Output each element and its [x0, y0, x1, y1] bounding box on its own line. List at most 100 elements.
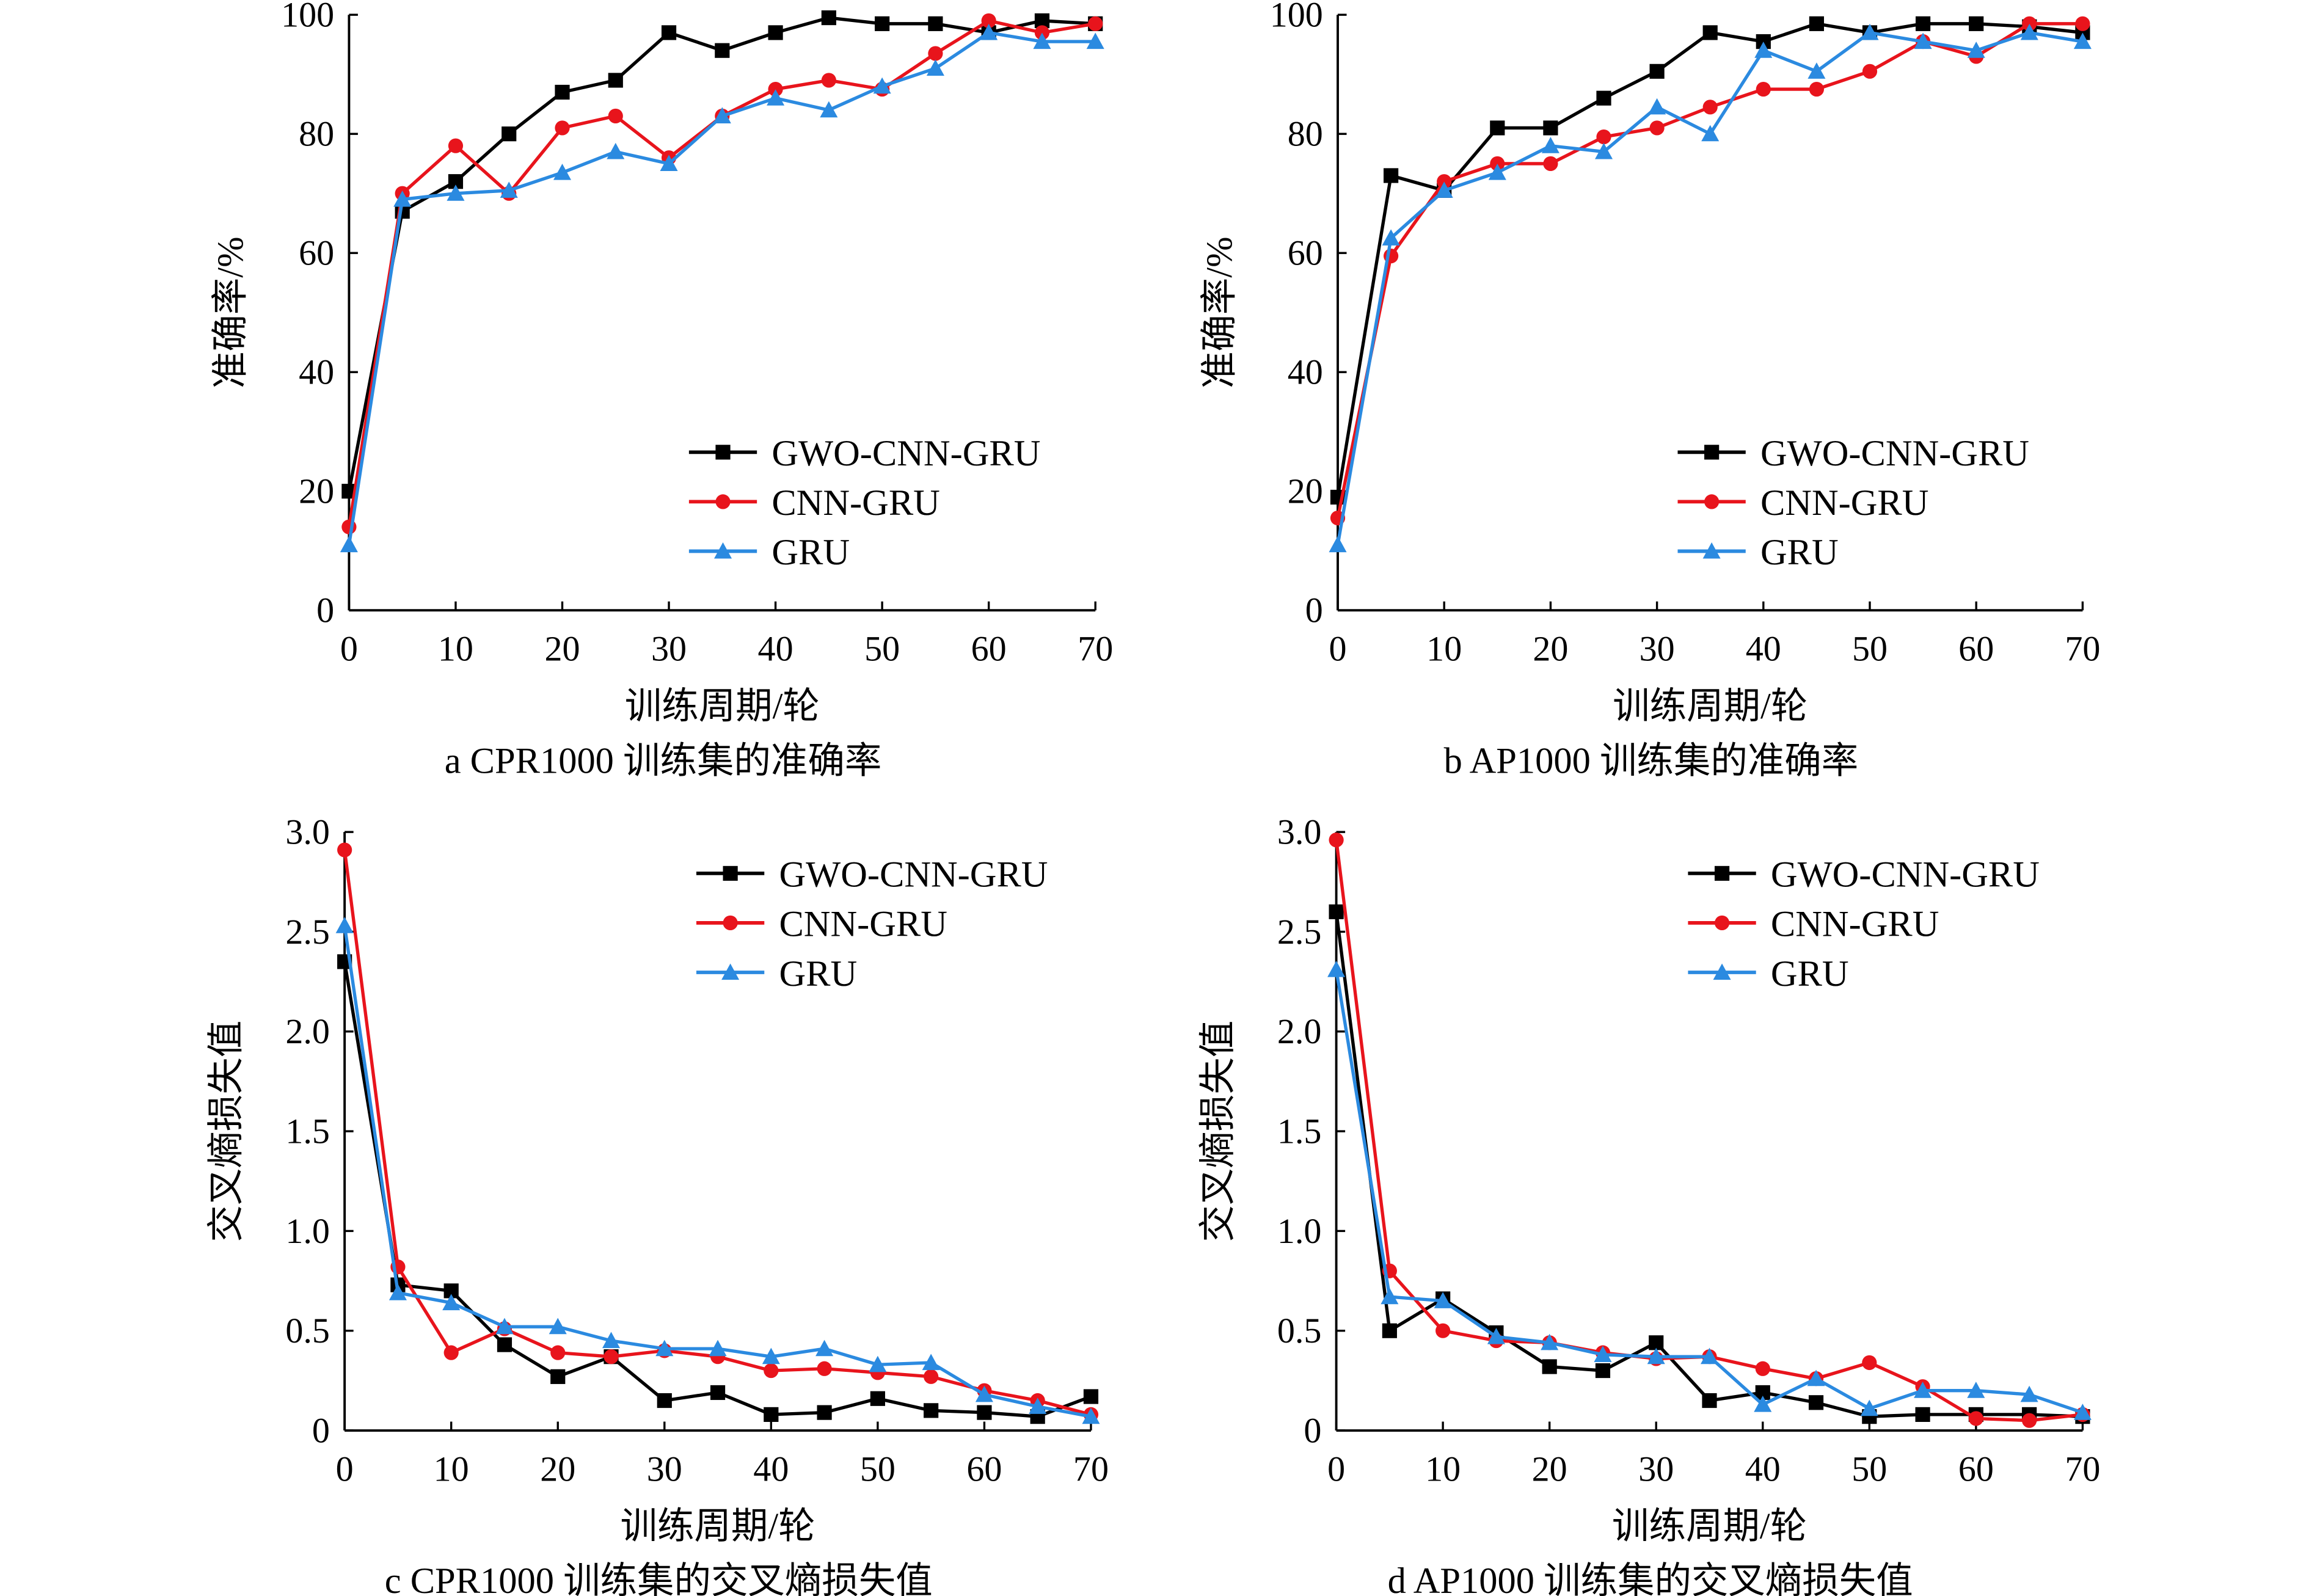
data-point: [975, 1385, 993, 1402]
chart-c: 0 10 20 30 40 50 60 70 0 0.5 1.0 1.5 2.0 2.5 3.0 交叉熵损失值…: [206, 812, 1109, 1596]
data-point: [550, 1369, 566, 1384]
x-tick-label: 40: [758, 629, 793, 668]
data-point: [1596, 90, 1611, 106]
data-point: [555, 120, 570, 136]
data-point: [1649, 64, 1665, 79]
x-tick-label: 0: [336, 1449, 354, 1489]
data-point: [1754, 42, 1773, 58]
y-tick-label: 3.0: [1277, 812, 1322, 852]
data-point: [1649, 120, 1665, 136]
data-point: [443, 1345, 459, 1360]
x-tick-label: 30: [647, 1449, 682, 1489]
legend-marker: [715, 445, 731, 460]
data-point: [2022, 16, 2037, 31]
data-point: [821, 10, 836, 26]
chart-caption: b AP1000 训练集的准确率: [1444, 740, 1859, 781]
data-point: [1648, 98, 1666, 115]
legend-item: CNN-GRU: [1677, 483, 1928, 523]
data-point: [1327, 961, 1346, 977]
data-point: [1329, 904, 1344, 919]
data-point: [928, 16, 943, 31]
data-point: [764, 1363, 779, 1379]
legend-item: GWO-CNN-GRU: [1688, 854, 2040, 895]
x-axis-label: 训练周期/轮: [1613, 686, 1807, 727]
chart-a: 0 10 20 30 40 50 60 70 0 20 40 60 80 100 准确率/% 训练周期/轮 a …: [210, 0, 1113, 781]
data-point: [715, 43, 730, 58]
legend-label: GWO-CNN-GRU: [779, 854, 1048, 895]
data-point: [495, 1317, 514, 1335]
data-point: [660, 155, 678, 172]
y-axis-label: 交叉熵损失值: [206, 1021, 247, 1242]
data-point: [502, 126, 517, 142]
x-tick-label: 70: [1073, 1449, 1109, 1489]
x-tick-label: 60: [1958, 629, 1994, 668]
x-tick-label: 0: [1329, 629, 1346, 668]
legend-marker: [1714, 865, 1730, 881]
data-point: [1086, 32, 1104, 49]
data-point: [2020, 1385, 2038, 1402]
data-point: [1382, 229, 1400, 246]
data-point: [1437, 174, 1452, 189]
data-point: [1914, 32, 1932, 49]
x-tick-label: 50: [1851, 1449, 1887, 1489]
series-gwo-cnn-gru: [1330, 16, 2090, 505]
data-point: [1808, 1395, 1824, 1410]
x-axis-label: 训练周期/轮: [620, 1506, 815, 1547]
data-point: [1968, 1411, 1983, 1426]
x-tick-label: 10: [438, 629, 473, 668]
data-point: [1916, 16, 1931, 31]
data-point: [497, 1337, 513, 1352]
y-tick-label: 40: [1288, 352, 1323, 392]
data-point: [1029, 1397, 1047, 1414]
data-point: [655, 1339, 674, 1357]
data-point: [1434, 1292, 1452, 1308]
data-point: [337, 842, 352, 858]
data-point: [661, 25, 677, 40]
legend-marker: [723, 915, 738, 931]
data-point: [710, 1385, 726, 1401]
x-tick-label: 30: [651, 629, 687, 668]
legend-marker: [715, 494, 731, 509]
y-tick-label: 20: [299, 472, 334, 511]
data-point: [553, 164, 572, 180]
y-tick-label: 1.0: [1277, 1211, 1322, 1251]
legend-label: CNN-GRU: [771, 483, 939, 523]
data-point: [817, 1361, 832, 1376]
data-point: [764, 1407, 779, 1422]
data-point: [1969, 16, 1984, 31]
data-point: [1594, 1346, 1612, 1363]
data-point: [608, 73, 623, 88]
data-point: [1487, 1327, 1505, 1344]
data-point: [1541, 137, 1559, 153]
y-tick-label: 20: [1288, 472, 1323, 511]
legend-label: GWO-CNN-GRU: [771, 433, 1040, 474]
data-point: [500, 181, 518, 198]
data-point: [869, 1355, 887, 1372]
data-point: [1596, 129, 1611, 145]
legend-item: CNN-GRU: [696, 904, 947, 945]
data-point: [448, 138, 464, 153]
y-tick-label: 2.0: [1277, 1011, 1322, 1051]
y-tick-label: 2.5: [285, 912, 330, 952]
y-tick-label: 2.5: [1277, 912, 1322, 952]
series-line: [1334, 969, 2084, 1415]
data-point: [1384, 168, 1399, 183]
series-gru: [340, 23, 1104, 553]
data-point: [709, 1339, 727, 1357]
x-tick-label: 0: [1327, 1449, 1345, 1489]
data-point: [1755, 1361, 1770, 1376]
y-tick-label: 1.5: [1277, 1111, 1322, 1151]
legend-marker: [1713, 963, 1731, 980]
y-tick-label: 3.0: [285, 812, 330, 852]
chart-caption: d AP1000 训练集的交叉熵损失值: [1388, 1561, 1913, 1596]
data-point: [1756, 81, 1771, 97]
data-point: [1700, 1347, 1719, 1365]
x-tick-label: 20: [544, 629, 580, 668]
x-tick-label: 70: [2065, 629, 2100, 668]
chart-b: 0 10 20 30 40 50 60 70 0 20 40 60 80 100 准确率/% 训练周期/轮 b …: [1199, 0, 2101, 781]
data-point: [1541, 1333, 1559, 1350]
data-point: [1967, 42, 1985, 58]
y-tick-label: 0: [1305, 591, 1323, 630]
legend-label: GWO-CNN-GRU: [1760, 433, 2029, 474]
